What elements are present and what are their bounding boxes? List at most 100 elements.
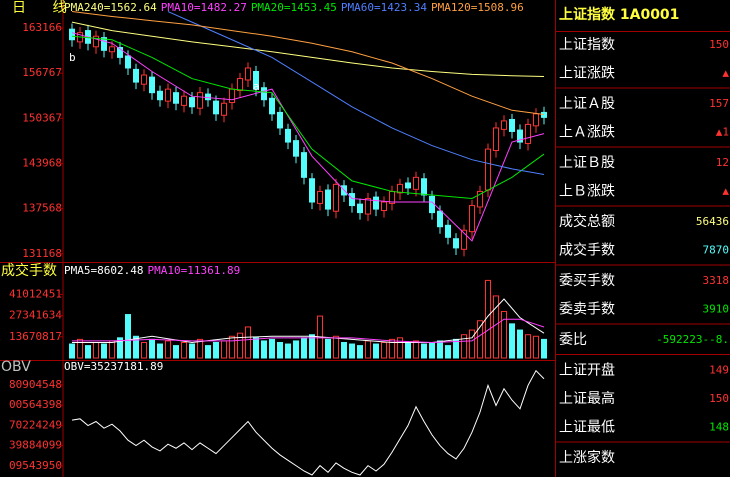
y-tick-label: 09543950 bbox=[9, 459, 62, 472]
candle-body bbox=[501, 120, 507, 130]
series-line bbox=[71, 32, 545, 242]
candle-body bbox=[213, 100, 219, 115]
volume-bar bbox=[309, 334, 315, 359]
candle-body bbox=[285, 128, 291, 143]
volume-bar bbox=[517, 329, 523, 359]
volume-bar bbox=[77, 338, 83, 359]
candle-body bbox=[301, 152, 307, 178]
row-label: 上证Ｂ股 bbox=[559, 155, 615, 171]
candle-body bbox=[509, 118, 515, 132]
legend-entry: PMA120=1508.96 bbox=[431, 1, 524, 14]
volume-bar bbox=[141, 341, 147, 359]
row-label: 成交手数 bbox=[559, 242, 615, 259]
row-label: 上证Ａ股 bbox=[559, 96, 615, 112]
candle-body bbox=[237, 78, 243, 92]
volume-bar bbox=[277, 341, 283, 359]
candle-body bbox=[149, 76, 155, 94]
volume-bar bbox=[269, 338, 275, 359]
candle-body bbox=[157, 90, 163, 101]
volume-bar bbox=[117, 337, 123, 359]
candle-body bbox=[317, 190, 323, 204]
row-label: 委比 bbox=[559, 332, 587, 348]
volume-bar bbox=[501, 310, 507, 359]
candle-body bbox=[333, 183, 339, 212]
series-line bbox=[167, 11, 545, 176]
row-label: 上涨家数 bbox=[559, 449, 615, 466]
pane-title: OBV bbox=[1, 359, 31, 375]
row-value: 148 bbox=[709, 421, 729, 434]
volume-bar bbox=[453, 338, 459, 359]
candle-body bbox=[421, 178, 427, 196]
volume-bar bbox=[253, 337, 259, 359]
candle-body bbox=[165, 88, 171, 102]
row-label: 委买手数 bbox=[559, 273, 615, 289]
row-label: 委卖手数 bbox=[559, 302, 615, 318]
volume-pane bbox=[69, 279, 547, 359]
volume-bar bbox=[445, 345, 451, 359]
row-label: 上证最高 bbox=[559, 390, 615, 407]
candle-body bbox=[477, 190, 483, 208]
volume-bar bbox=[381, 341, 387, 359]
annotation: b bbox=[69, 51, 76, 64]
series-line bbox=[71, 11, 545, 116]
candle-body bbox=[349, 193, 355, 207]
volume-bar bbox=[333, 335, 339, 359]
y-tick-label: 156767 bbox=[22, 66, 62, 79]
candle-body bbox=[133, 68, 139, 83]
quote-panel: 上证指数 1A0001 上证指数 150 上证涨跌 ▲ 上证Ａ股 157 上Ａ涨跌 ▲1 上证Ｂ股… bbox=[556, 6, 730, 466]
y-tick-label: 41012451 bbox=[9, 287, 62, 300]
legend-entry: PMA10=1482.27 bbox=[161, 1, 247, 14]
row-value: 157 bbox=[709, 97, 729, 110]
volume-bar bbox=[157, 343, 163, 359]
row-label: 上证涨跌 bbox=[559, 66, 615, 82]
y-tick-label: 131168 bbox=[22, 247, 62, 260]
candle-body bbox=[101, 37, 107, 51]
legend-entry: OBV=35237181.89 bbox=[64, 360, 163, 373]
candle-body bbox=[461, 229, 467, 250]
y-tick-label: 150367 bbox=[22, 111, 62, 124]
row-value: 150 bbox=[709, 392, 729, 405]
volume-bar bbox=[525, 334, 531, 359]
candle-body bbox=[373, 196, 379, 210]
row-label: 成交总额 bbox=[559, 213, 615, 230]
row-value: 12 bbox=[716, 156, 729, 169]
y-tick-label: 70224249 bbox=[9, 418, 62, 431]
candle-body bbox=[205, 93, 211, 101]
row-value: 3910 bbox=[703, 303, 730, 316]
candle-body bbox=[189, 97, 195, 108]
volume-bar bbox=[357, 345, 363, 359]
volume-bar bbox=[469, 329, 475, 359]
panel-title: 上证指数 1A0001 bbox=[559, 6, 679, 23]
candle-body bbox=[541, 111, 547, 118]
volume-bar bbox=[85, 345, 91, 359]
volume-bar bbox=[229, 335, 235, 359]
candle-body bbox=[437, 210, 443, 228]
series-line bbox=[71, 369, 545, 476]
candle-body bbox=[413, 176, 419, 190]
volume-bar bbox=[189, 343, 195, 359]
annotation: a bbox=[253, 80, 260, 93]
row-label: 上证指数 bbox=[559, 37, 615, 53]
volume-bar bbox=[461, 334, 467, 359]
volume-bar bbox=[349, 343, 355, 359]
series-line bbox=[71, 35, 545, 200]
row-value: 150 bbox=[709, 38, 729, 51]
volume-bar bbox=[93, 341, 99, 359]
row-value: ▲ bbox=[722, 185, 729, 198]
candle-body bbox=[405, 182, 411, 189]
volume-bar bbox=[165, 340, 171, 359]
volume-bar bbox=[373, 343, 379, 359]
candle-body bbox=[277, 111, 283, 129]
candle-body bbox=[453, 238, 459, 249]
candle-body bbox=[525, 123, 531, 144]
y-tick-label: 163166 bbox=[22, 21, 62, 34]
row-value: 56436 bbox=[696, 215, 729, 228]
volume-bar bbox=[397, 337, 403, 359]
candle-body bbox=[245, 67, 251, 81]
candle-body bbox=[253, 71, 259, 90]
candle-body bbox=[293, 140, 299, 157]
volume-bar bbox=[509, 323, 515, 359]
volume-bar bbox=[429, 341, 435, 359]
